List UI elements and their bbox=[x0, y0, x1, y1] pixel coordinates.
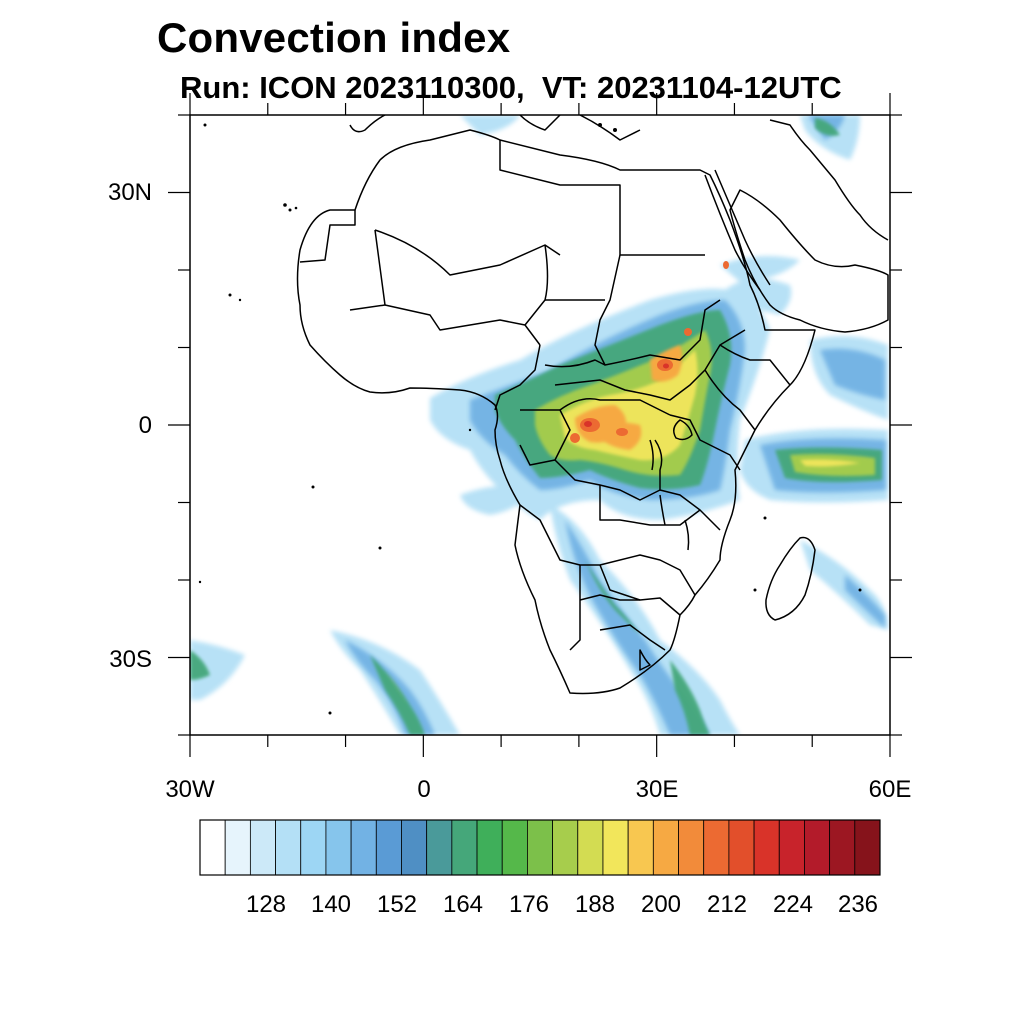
small-islands bbox=[198, 123, 862, 715]
colorbar-swatch bbox=[778, 819, 805, 876]
colorbar-label: 128 bbox=[246, 891, 286, 918]
colorbar-swatch bbox=[703, 819, 730, 876]
colorbar-swatch bbox=[275, 819, 302, 876]
colorbar-swatch bbox=[325, 819, 352, 876]
country-borders bbox=[296, 115, 889, 695]
x-tick-label: 0 bbox=[417, 776, 430, 803]
colorbar-swatch bbox=[224, 819, 251, 876]
colorbar-swatch bbox=[804, 819, 831, 876]
colorbar-swatch bbox=[577, 819, 604, 876]
colorbar-label: 152 bbox=[377, 891, 417, 918]
chart-title: Convection index bbox=[157, 14, 511, 61]
colorbar bbox=[199, 819, 881, 876]
colorbar-label: 224 bbox=[773, 891, 813, 918]
x-tick-label: 30W bbox=[165, 776, 215, 803]
colorbar-swatch bbox=[527, 819, 553, 876]
colorbar-swatch bbox=[451, 819, 478, 876]
colorbar-label: 200 bbox=[641, 891, 681, 918]
colorbar-label: 188 bbox=[575, 891, 615, 918]
colorbar-swatch bbox=[401, 819, 428, 876]
colorbar-label: 164 bbox=[443, 891, 483, 918]
y-axis-labels: 30N 0 30S bbox=[108, 179, 152, 673]
colorbar-swatch bbox=[753, 819, 780, 876]
colorbar-swatch bbox=[426, 819, 453, 876]
colorbar-swatch bbox=[476, 819, 503, 876]
colorbar-label: 212 bbox=[707, 891, 747, 918]
colorbar-labels: 128 140 152 164 176 188 200 212 224 236 bbox=[246, 891, 878, 918]
y-tick-label: 0 bbox=[139, 412, 152, 439]
colorbar-swatch bbox=[552, 819, 579, 876]
colorbar-swatch bbox=[854, 819, 881, 876]
chart-subtitle: Run: ICON 2023110300, VT: 20231104-12UTC bbox=[180, 70, 842, 105]
colorbar-swatch bbox=[350, 819, 377, 876]
y-tick-label: 30N bbox=[108, 179, 152, 206]
colorbar-label: 140 bbox=[311, 891, 351, 918]
colorbar-swatch bbox=[501, 819, 528, 876]
colorbar-label: 236 bbox=[838, 891, 878, 918]
x-tick-label: 60E bbox=[869, 776, 912, 803]
colorbar-swatch bbox=[375, 819, 402, 876]
colorbar-swatch bbox=[199, 819, 226, 876]
colorbar-swatch bbox=[249, 819, 276, 876]
colorbar-swatch bbox=[300, 819, 327, 876]
colorbar-swatch bbox=[678, 819, 705, 876]
y-tick-label: 30S bbox=[109, 646, 152, 673]
axis-ticks bbox=[168, 93, 912, 757]
x-tick-label: 30E bbox=[636, 776, 679, 803]
colorbar-swatch bbox=[728, 819, 755, 876]
colorbar-frame bbox=[199, 819, 881, 876]
colorbar-swatch bbox=[602, 819, 629, 876]
colorbar-swatch bbox=[829, 819, 856, 876]
colorbar-swatch bbox=[652, 819, 679, 876]
colorbar-label: 176 bbox=[509, 891, 549, 918]
colorbar-swatch bbox=[627, 819, 654, 876]
x-axis-labels: 30W 0 30E 60E bbox=[165, 776, 911, 803]
